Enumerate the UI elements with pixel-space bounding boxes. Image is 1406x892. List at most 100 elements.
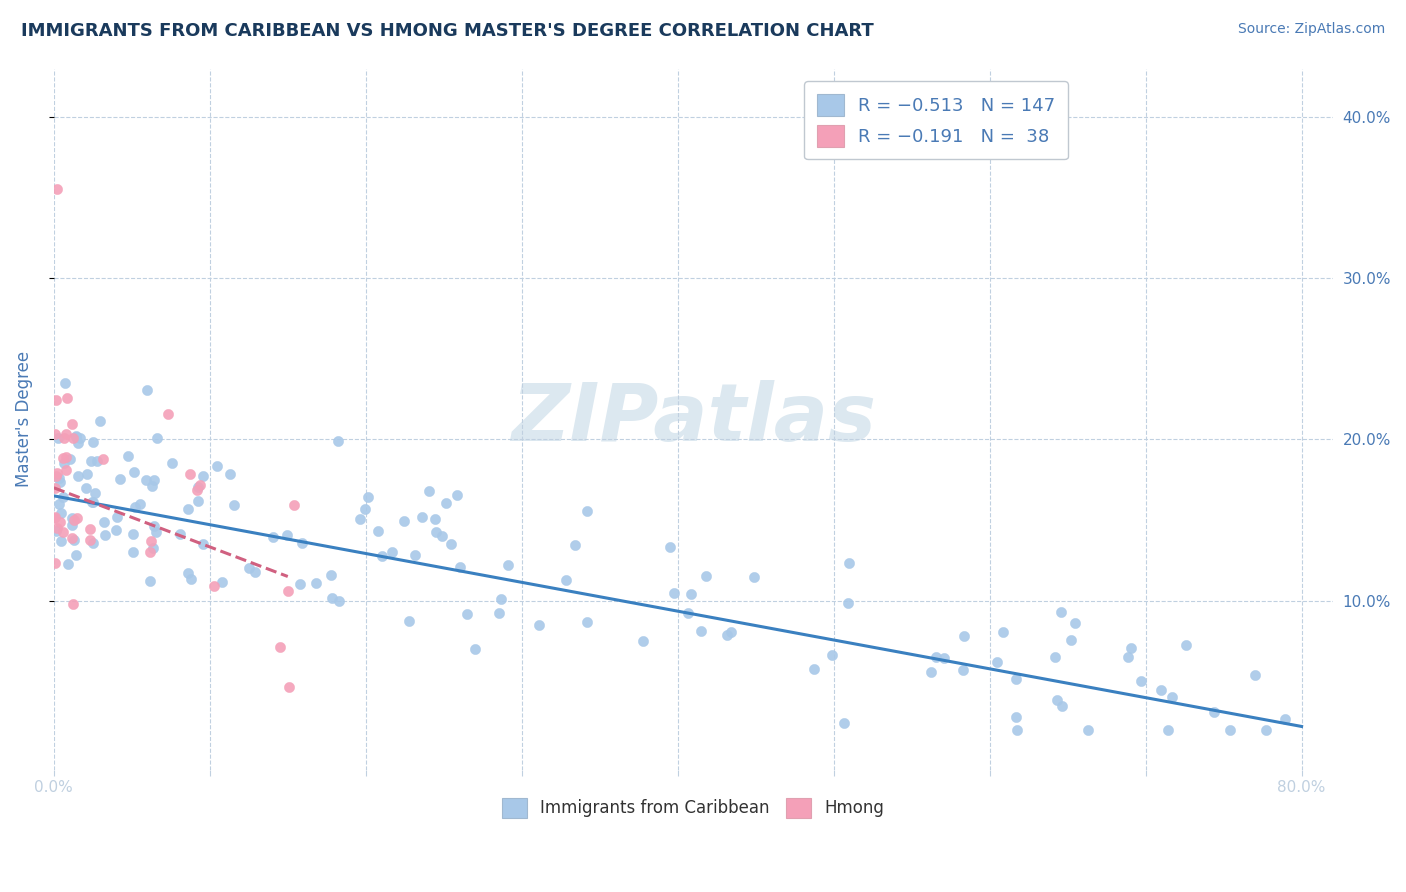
Point: [80, 495, 103, 509]
Point: [65, 511, 87, 525]
Point: [180, 572, 202, 586]
Point: [1243, 668, 1265, 682]
Point: [1219, 723, 1241, 737]
Point: [46, 521, 69, 535]
Point: [1007, 723, 1029, 737]
Point: [91, 452, 114, 467]
Point: [489, 591, 512, 606]
Point: [52, 525, 75, 540]
Point: [1156, 723, 1178, 737]
Y-axis label: Master's Degree: Master's Degree: [15, 351, 32, 487]
Point: [527, 617, 550, 632]
Point: [46, 431, 69, 445]
Point: [1150, 683, 1173, 698]
Point: [564, 538, 586, 552]
Point: [837, 596, 859, 610]
Point: [1043, 649, 1066, 664]
Point: [211, 575, 233, 590]
Point: [62, 431, 84, 445]
Point: [430, 528, 453, 542]
Point: [157, 407, 180, 421]
Point: [139, 534, 162, 549]
Point: [1274, 712, 1296, 726]
Point: [690, 624, 713, 638]
Point: [143, 473, 166, 487]
Point: [425, 512, 447, 526]
Point: [1005, 673, 1028, 687]
Point: [224, 499, 246, 513]
Point: [53, 376, 76, 391]
Point: [44, 509, 66, 524]
Point: [193, 536, 215, 550]
Point: [82, 536, 104, 550]
Point: [425, 524, 447, 539]
Point: [45, 469, 67, 483]
Point: [49, 533, 72, 548]
Point: [56, 557, 79, 571]
Point: [188, 478, 211, 492]
Point: [1256, 723, 1278, 737]
Point: [94, 528, 117, 542]
Point: [79, 533, 101, 547]
Point: [48, 497, 70, 511]
Point: [44, 556, 66, 570]
Point: [187, 493, 209, 508]
Point: [411, 509, 433, 524]
Point: [631, 634, 654, 648]
Point: [1202, 705, 1225, 719]
Point: [1050, 605, 1073, 619]
Point: [51, 506, 73, 520]
Point: [117, 449, 139, 463]
Point: [288, 577, 311, 591]
Point: [328, 593, 350, 607]
Point: [439, 537, 461, 551]
Text: ZIPatlas: ZIPatlas: [510, 380, 876, 458]
Point: [104, 523, 127, 537]
Point: [354, 501, 377, 516]
Point: [142, 541, 165, 556]
Point: [238, 561, 260, 575]
Point: [1004, 710, 1026, 724]
Point: [488, 606, 510, 620]
Point: [678, 606, 700, 620]
Point: [52, 456, 75, 470]
Point: [243, 565, 266, 579]
Point: [65, 429, 87, 443]
Point: [110, 472, 132, 486]
Point: [187, 481, 209, 495]
Point: [145, 525, 167, 540]
Point: [45, 524, 67, 539]
Point: [48, 470, 70, 484]
Point: [65, 430, 87, 444]
Point: [381, 545, 404, 559]
Point: [398, 615, 420, 629]
Point: [371, 549, 394, 564]
Point: [349, 512, 371, 526]
Point: [186, 483, 208, 497]
Point: [262, 530, 284, 544]
Point: [1063, 615, 1085, 630]
Point: [55, 427, 77, 442]
Point: [121, 545, 143, 559]
Point: [1077, 723, 1099, 737]
Point: [66, 436, 89, 450]
Point: [695, 568, 717, 582]
Point: [1130, 673, 1153, 688]
Legend: Immigrants from Caribbean, Hmong: Immigrants from Caribbean, Hmong: [495, 791, 891, 825]
Point: [80, 454, 103, 468]
Point: [63, 533, 86, 547]
Point: [205, 459, 228, 474]
Point: [321, 591, 343, 606]
Point: [1161, 690, 1184, 704]
Point: [169, 526, 191, 541]
Point: [832, 715, 855, 730]
Point: [1119, 640, 1142, 655]
Point: [60, 417, 83, 431]
Point: [179, 467, 201, 482]
Point: [202, 579, 225, 593]
Point: [456, 607, 478, 621]
Point: [291, 536, 314, 550]
Point: [664, 586, 686, 600]
Point: [142, 519, 165, 533]
Point: [44, 426, 66, 441]
